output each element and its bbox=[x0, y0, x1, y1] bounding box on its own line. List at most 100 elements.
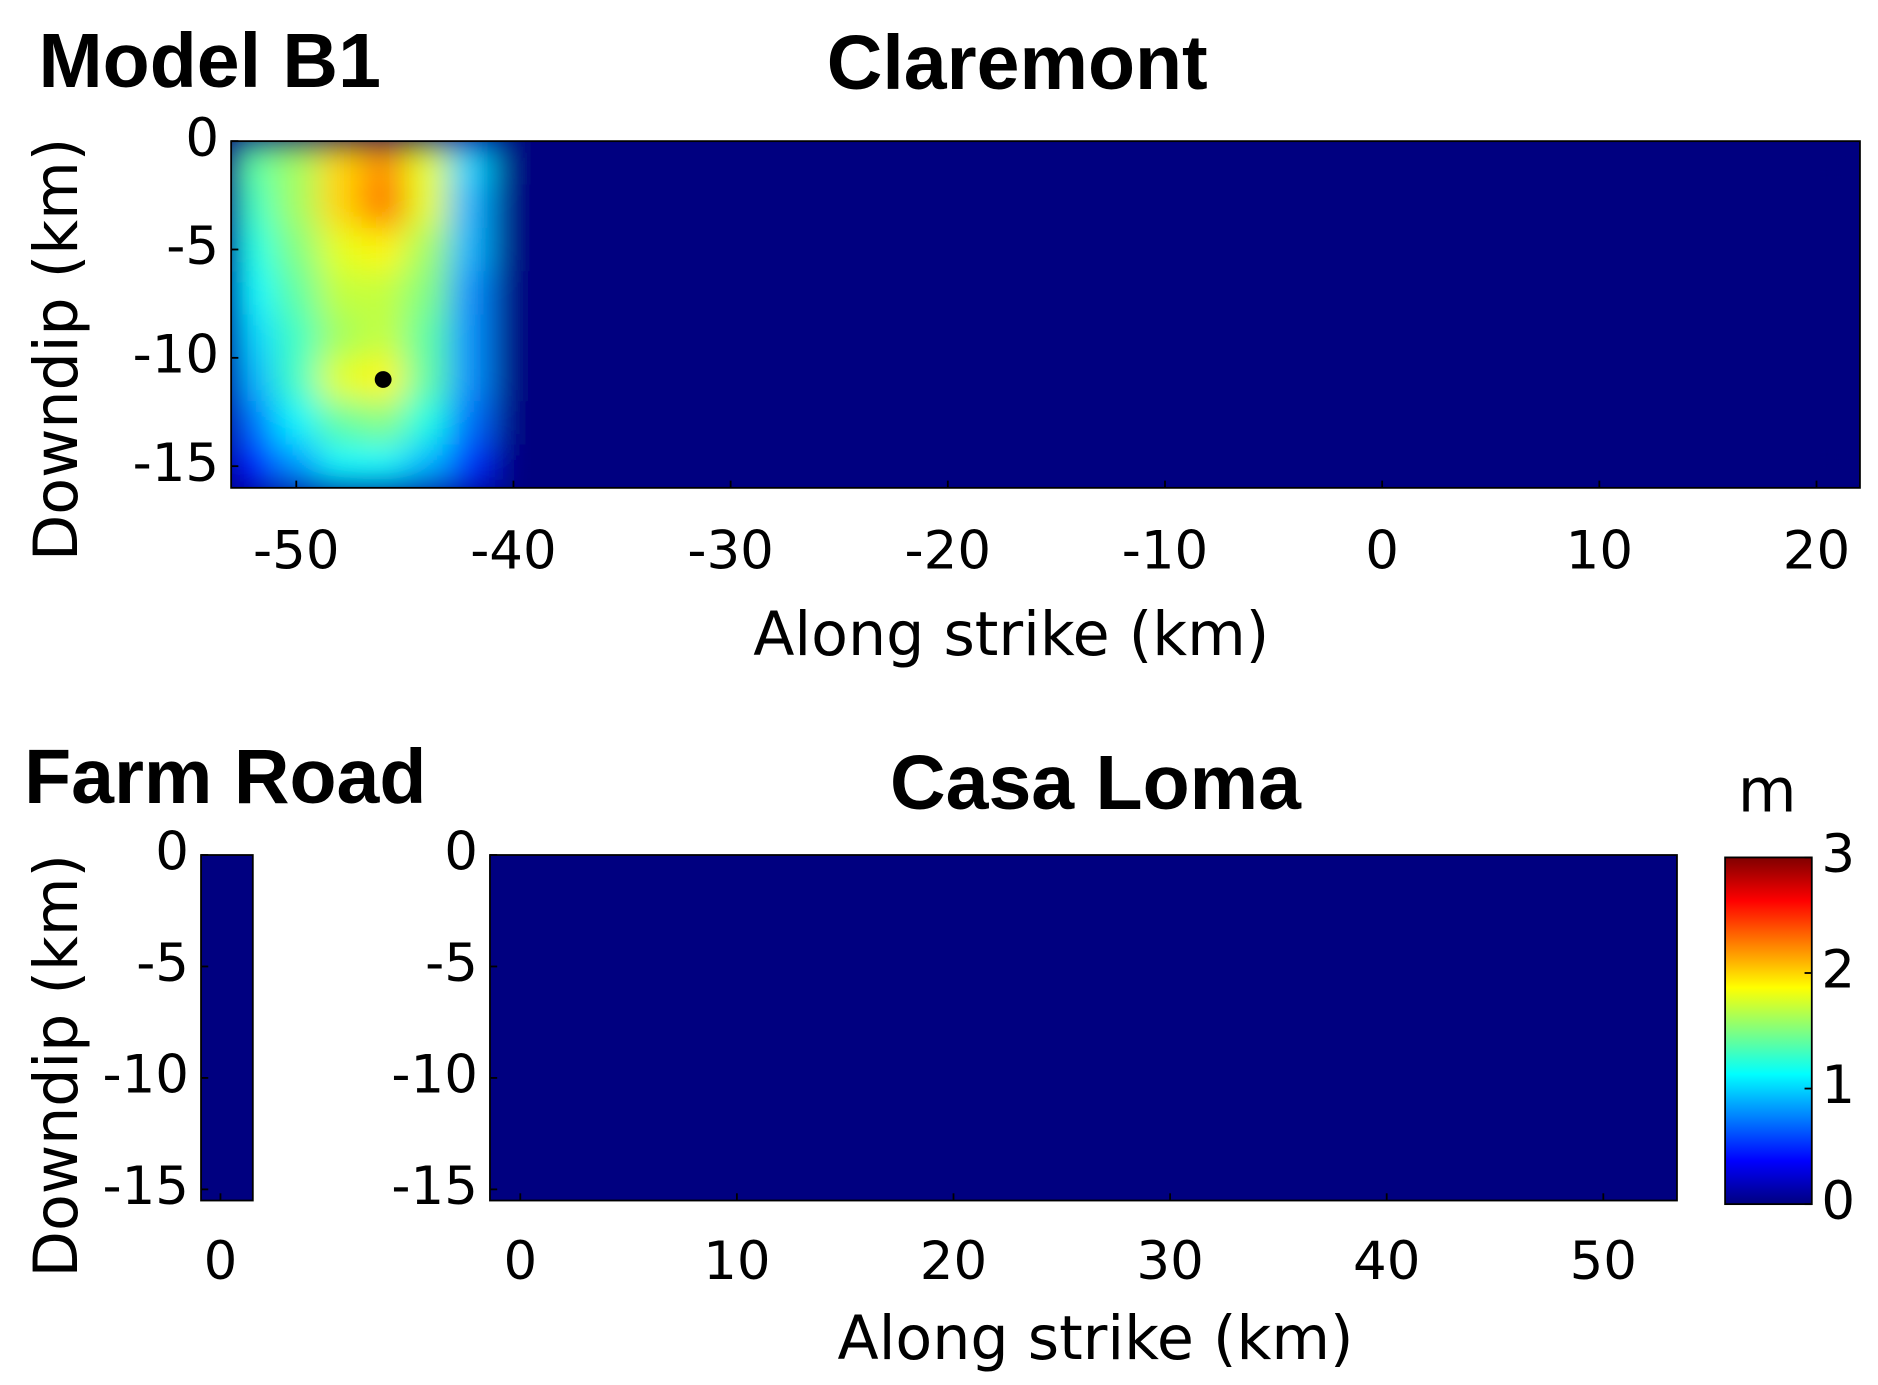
heatmap-cell bbox=[1143, 444, 1362, 488]
panel-frame bbox=[489, 854, 1678, 1202]
y-tick-label: 0 bbox=[444, 822, 478, 883]
heatmap-cell bbox=[448, 357, 493, 402]
y-tick-label: -10 bbox=[133, 324, 220, 385]
heatmap-cell bbox=[274, 314, 319, 359]
hypocenter bbox=[374, 371, 392, 388]
heatmap-cell bbox=[708, 444, 927, 488]
x-tick-label: 10 bbox=[703, 1231, 770, 1292]
heatmap-cell bbox=[926, 184, 1144, 229]
heatmap-cell bbox=[1143, 227, 1362, 272]
heatmap-cell bbox=[404, 444, 449, 488]
heatmap-cell bbox=[404, 357, 449, 402]
heatmap-cell bbox=[491, 401, 710, 446]
heatmap-cell bbox=[491, 227, 710, 272]
heatmap-cell bbox=[1360, 314, 1579, 359]
heatmap-cell bbox=[1577, 444, 1860, 488]
heatmap-cell bbox=[926, 444, 1144, 488]
heatmap-cell bbox=[318, 184, 363, 229]
heatmap-cell bbox=[231, 357, 276, 402]
heatmap-cell bbox=[404, 227, 449, 272]
heatmap-cell bbox=[448, 401, 493, 446]
x-tick-label: 20 bbox=[1783, 521, 1850, 582]
heatmap-cell bbox=[361, 141, 406, 186]
panel-title: Claremont bbox=[827, 20, 1208, 106]
heatmap-cell bbox=[926, 141, 1144, 186]
y-tick-label: -10 bbox=[103, 1045, 189, 1106]
heatmap-cell bbox=[448, 444, 493, 488]
heatmap-cell bbox=[448, 314, 493, 359]
heatmap-cell bbox=[926, 314, 1144, 359]
x-tick-label: 0 bbox=[503, 1231, 537, 1292]
heatmap-cell bbox=[231, 141, 276, 186]
colorbar bbox=[1724, 856, 1813, 1206]
heatmap-cells bbox=[489, 855, 1677, 1201]
heatmap-cell bbox=[404, 401, 449, 446]
heatmap-cell bbox=[318, 401, 363, 446]
heatmap-cell bbox=[231, 444, 276, 488]
heatmap-cell bbox=[361, 227, 406, 272]
heatmap-cell bbox=[448, 141, 493, 186]
y-tick-label: -5 bbox=[425, 933, 478, 994]
x-tick-label: -40 bbox=[470, 521, 557, 582]
heatmap-cell bbox=[926, 271, 1144, 316]
y-axis-label: Downdip (km) bbox=[22, 138, 92, 561]
heatmap-cell bbox=[274, 227, 319, 272]
x-tick-label: 0 bbox=[204, 1231, 238, 1292]
x-tick-label: -50 bbox=[253, 521, 340, 582]
y-axis-label: Downdip (km) bbox=[22, 854, 92, 1277]
heatmap-cell bbox=[1577, 271, 1860, 316]
x-axis-label: Along strike (km) bbox=[838, 1304, 1354, 1374]
heatmap-cell bbox=[1577, 357, 1860, 402]
heatmap-cell bbox=[448, 227, 493, 272]
heatmap-cell bbox=[1360, 184, 1579, 229]
heatmap-cell bbox=[274, 184, 319, 229]
heatmap-cell bbox=[1577, 227, 1860, 272]
y-tick-label: -15 bbox=[133, 433, 220, 494]
heatmap-cell bbox=[491, 184, 710, 229]
heatmap-cell bbox=[708, 357, 927, 402]
heatmap-cell bbox=[318, 141, 363, 186]
heatmap-cell bbox=[1143, 271, 1362, 316]
heatmap-cell bbox=[318, 227, 363, 272]
heatmap-cell bbox=[274, 271, 319, 316]
heatmap-cell bbox=[1577, 141, 1860, 186]
colorbar-tick-label: 3 bbox=[1821, 824, 1855, 885]
heatmap-cell bbox=[361, 444, 406, 488]
heatmap bbox=[489, 855, 1677, 1201]
y-tick-label: -15 bbox=[103, 1156, 189, 1217]
heatmap-cell bbox=[404, 184, 449, 229]
y-tick-label: 0 bbox=[155, 822, 189, 883]
colorbar-tick-label: 1 bbox=[1821, 1055, 1855, 1116]
panel-frame bbox=[230, 140, 1861, 489]
heatmap-cells bbox=[201, 855, 253, 1201]
heatmap-cell bbox=[1360, 141, 1579, 186]
heatmap-cell bbox=[404, 271, 449, 316]
heatmap-cell bbox=[1360, 401, 1579, 446]
heatmap-cell bbox=[318, 314, 363, 359]
heatmap-cell bbox=[708, 184, 927, 229]
heatmap-cell bbox=[708, 314, 927, 359]
heatmap-cell bbox=[708, 401, 927, 446]
heatmap-cell bbox=[491, 444, 710, 488]
heatmap-cell bbox=[1360, 271, 1579, 316]
heatmap-cell bbox=[489, 855, 1677, 1201]
heatmap-cell bbox=[231, 227, 276, 272]
figure-title: Model B1 bbox=[39, 18, 381, 104]
heatmap-cell bbox=[491, 141, 710, 186]
heatmap-cell bbox=[361, 314, 406, 359]
heatmap-cell bbox=[318, 271, 363, 316]
x-tick-label: 30 bbox=[1136, 1231, 1203, 1292]
x-axis-label: Along strike (km) bbox=[753, 600, 1269, 670]
heatmap-cell bbox=[274, 401, 319, 446]
heatmap-cell bbox=[318, 444, 363, 488]
heatmap-cell bbox=[1577, 401, 1860, 446]
heatmap-cell bbox=[491, 357, 710, 402]
x-tick-label: -30 bbox=[687, 521, 774, 582]
heatmap-cell bbox=[1143, 357, 1362, 402]
heatmap-cell bbox=[404, 141, 449, 186]
heatmap-cells bbox=[231, 141, 1860, 488]
heatmap-cell bbox=[1143, 401, 1362, 446]
y-tick-label: -5 bbox=[166, 216, 219, 277]
heatmap-cell bbox=[361, 271, 406, 316]
